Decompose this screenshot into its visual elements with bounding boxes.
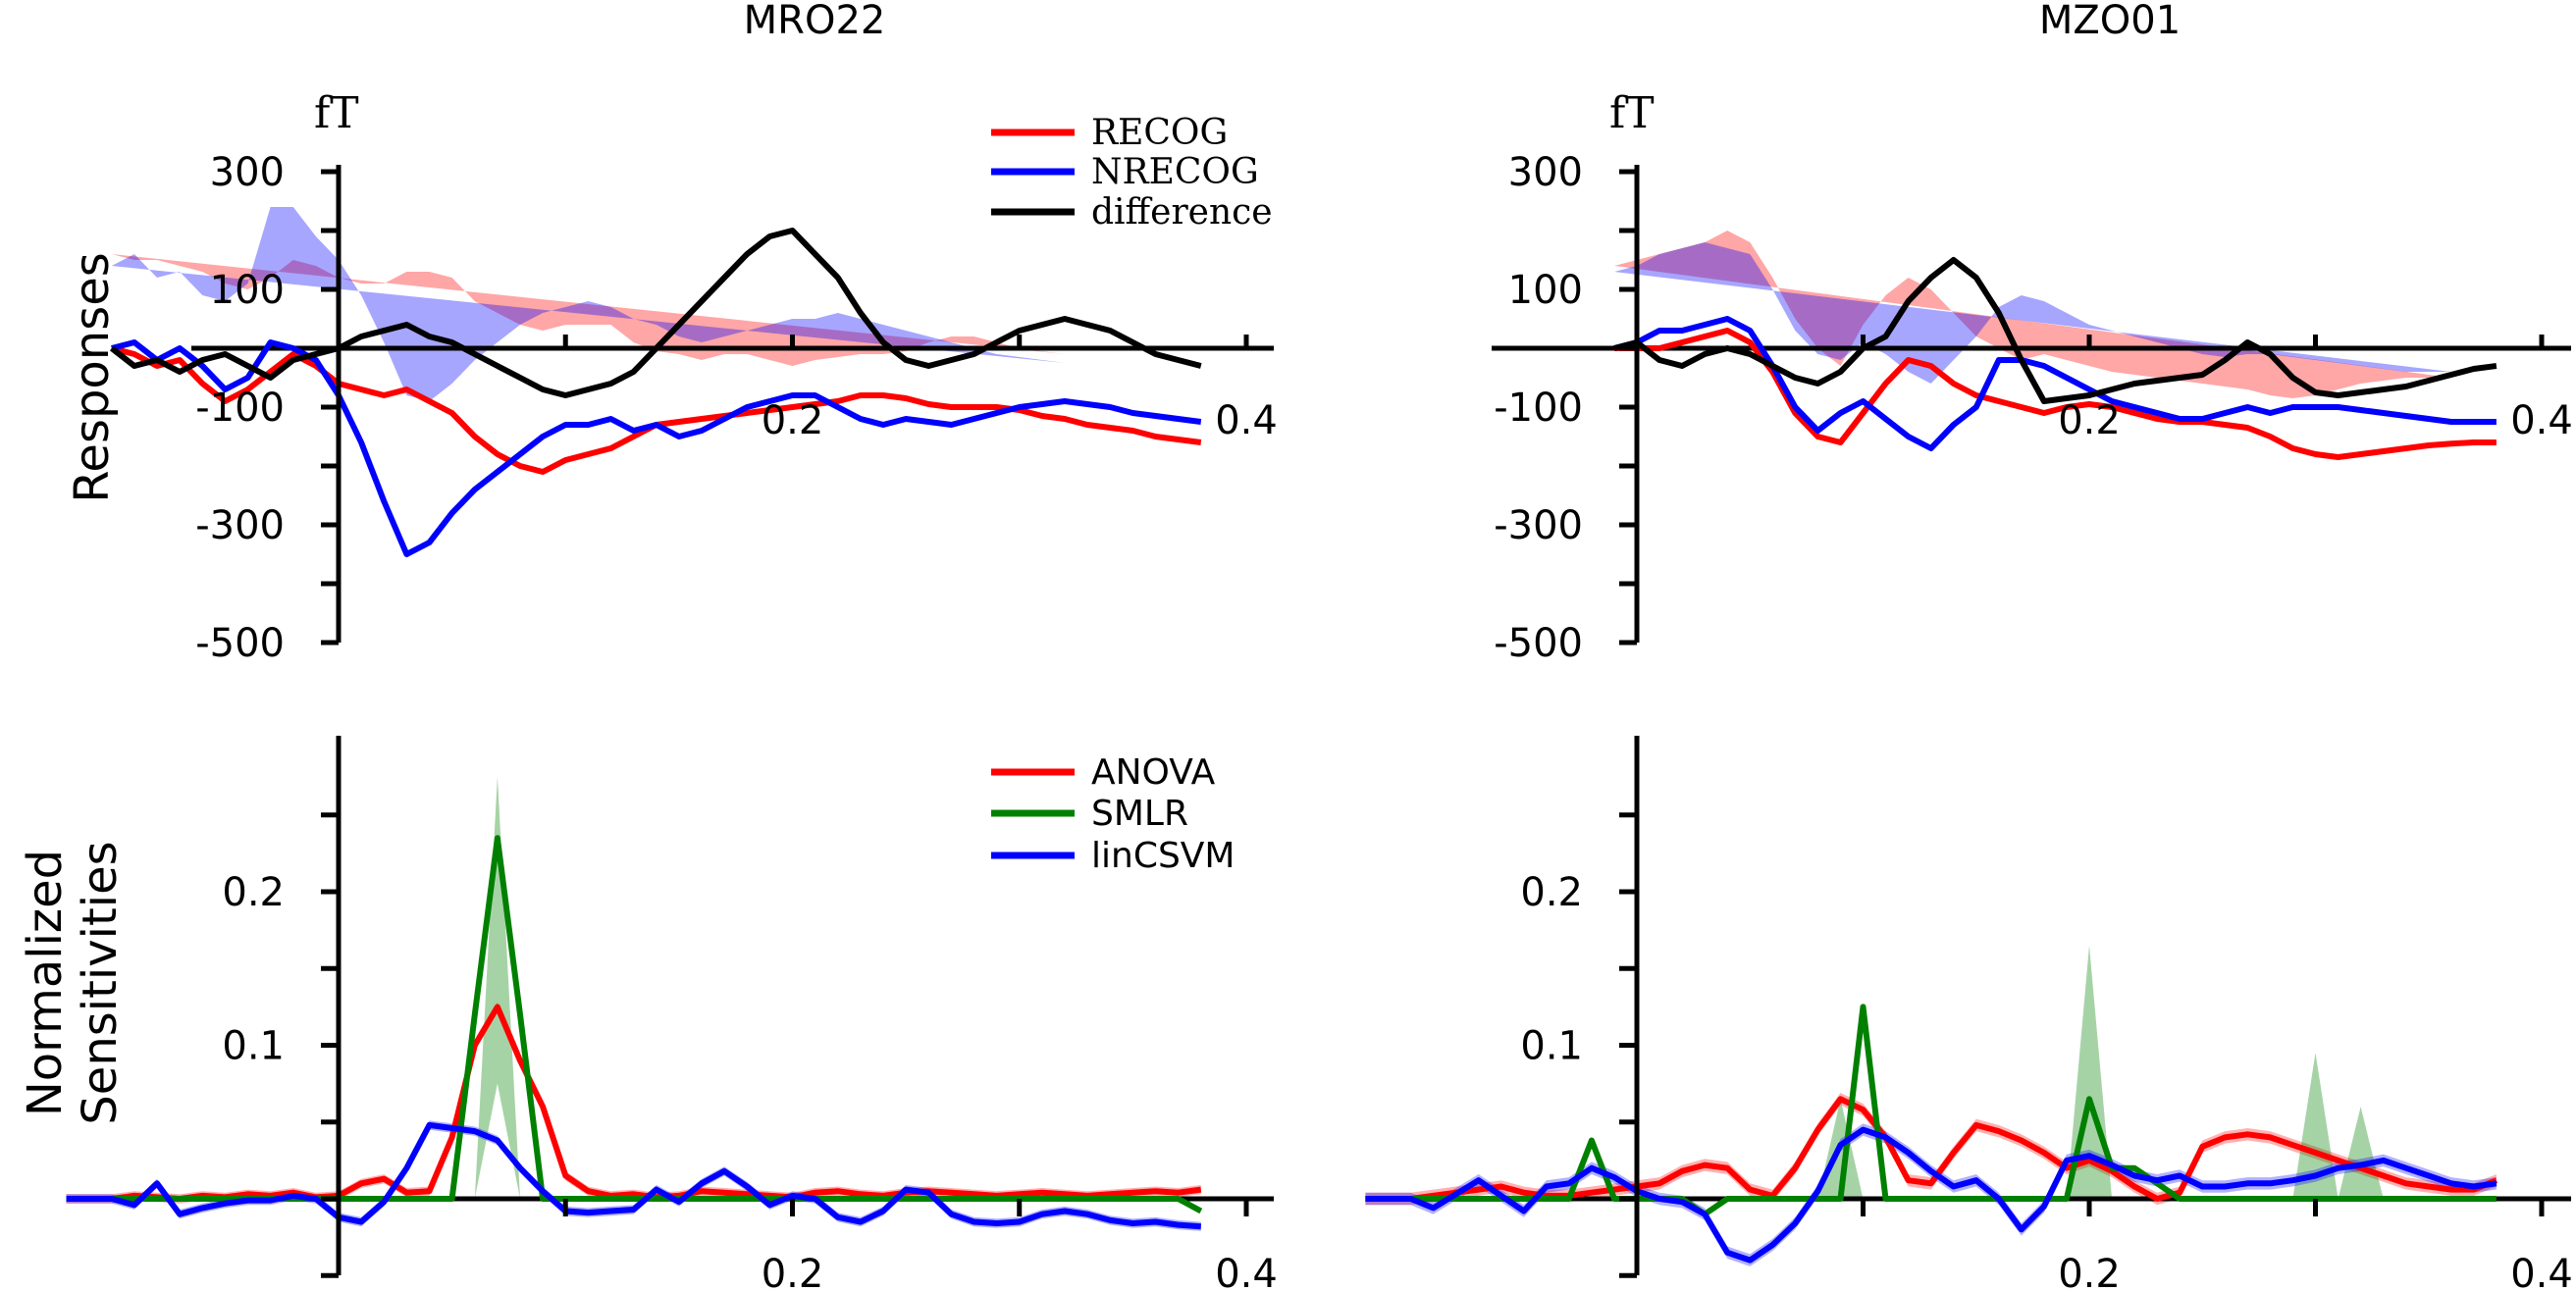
legend-label-difference: difference <box>1091 192 1273 232</box>
x-tick-label: 0.2 <box>762 1252 824 1291</box>
y-tick-label: -100 <box>195 386 285 431</box>
band-smlr-peak <box>2338 1107 2384 1199</box>
x-tick-label: 0.4 <box>1215 398 1278 443</box>
y-tick-label: -300 <box>1494 503 1583 548</box>
unit-label-left: fT <box>314 88 359 138</box>
y-tick-label: 100 <box>210 268 285 313</box>
panel-title-mro22: MRO22 <box>744 0 886 43</box>
band-lincsvm <box>66 1120 1201 1231</box>
panel-2: 300 100 -100 -300 -500 0.2 0.4 <box>1492 150 2573 666</box>
x-tick-label: 0.4 <box>2510 398 2573 443</box>
panels: 300 100 -100 -300 -500 0.2 0.4 300 100 -100 -300 -5… <box>66 150 2573 1291</box>
legend-responses: RECOG NRECOG difference <box>991 113 1273 232</box>
row-label-responses: Responses <box>65 252 120 503</box>
band-smlr <box>474 776 520 1199</box>
x-tick-label: 0.2 <box>762 398 824 443</box>
y-tick-label: 0.2 <box>1520 870 1583 915</box>
x-tick-label: 0.4 <box>2510 1252 2573 1291</box>
panel-4: 0.2 0.1 0.2 0.4 <box>1365 736 2573 1291</box>
y-tick-label: 300 <box>1508 150 1583 195</box>
legend-label-recog: RECOG <box>1091 113 1228 153</box>
y-tick-label: 300 <box>210 150 285 195</box>
y-tick-label: -100 <box>1494 386 1583 431</box>
line-smlr <box>1365 1004 2497 1217</box>
band-nrecog <box>111 207 1066 401</box>
panel-title-mzo01: MZO01 <box>2039 0 2181 43</box>
line-nrecog <box>1613 316 2497 451</box>
y-tick-label: 0.1 <box>1520 1024 1583 1069</box>
legend-label-anova: ANOVA <box>1091 752 1216 793</box>
band-recog <box>111 254 1066 366</box>
legend-label-nrecog: NRECOG <box>1091 152 1259 192</box>
band-smlr-peak <box>2292 1053 2339 1199</box>
row-label-normalized: Normalized <box>18 850 73 1116</box>
line-lincsvm <box>66 1121 1202 1230</box>
panel-3: 0.2 0.1 0.2 0.4 <box>66 736 1278 1291</box>
band-recog <box>1614 231 2451 398</box>
legend-sensitivities: ANOVA SMLR linCSVM <box>991 752 1235 876</box>
x-tick-label: 0.2 <box>2058 398 2121 443</box>
y-tick-label: -500 <box>195 621 285 666</box>
y-tick-label: 0.1 <box>222 1024 285 1069</box>
line-lincsvm <box>1365 1126 2497 1264</box>
row-label-sensitivities: Sensitivities <box>73 841 128 1124</box>
line-difference <box>1613 257 2497 404</box>
unit-label-right: fT <box>1609 88 1655 138</box>
legend-label-lincsvm: linCSVM <box>1091 836 1235 876</box>
line-nrecog <box>111 339 1202 557</box>
y-tick-label: -500 <box>1494 621 1583 666</box>
line-difference <box>109 228 1202 398</box>
y-tick-label: -300 <box>195 503 285 548</box>
legend-label-smlr: SMLR <box>1091 794 1188 834</box>
x-tick-label: 0.2 <box>2058 1252 2121 1291</box>
y-tick-label: 0.2 <box>222 870 285 915</box>
panel-1: 300 100 -100 -300 -500 0.2 0.4 <box>109 150 1278 666</box>
y-tick-label: 100 <box>1508 268 1583 313</box>
x-tick-label: 0.4 <box>1215 1252 1278 1291</box>
